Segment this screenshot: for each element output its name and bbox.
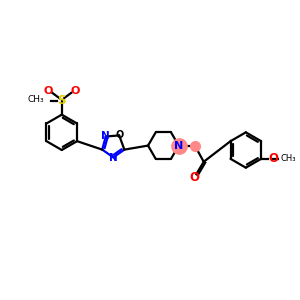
Text: O: O (44, 85, 53, 95)
Text: N: N (174, 141, 183, 151)
Text: CH₃: CH₃ (28, 95, 44, 104)
Text: CH₃: CH₃ (280, 154, 296, 163)
Text: N: N (101, 131, 110, 141)
Text: S: S (58, 94, 66, 107)
Text: O: O (70, 85, 80, 95)
Text: O: O (116, 130, 124, 140)
Text: O: O (268, 152, 278, 165)
Text: O: O (190, 171, 200, 184)
Text: N: N (109, 153, 118, 163)
